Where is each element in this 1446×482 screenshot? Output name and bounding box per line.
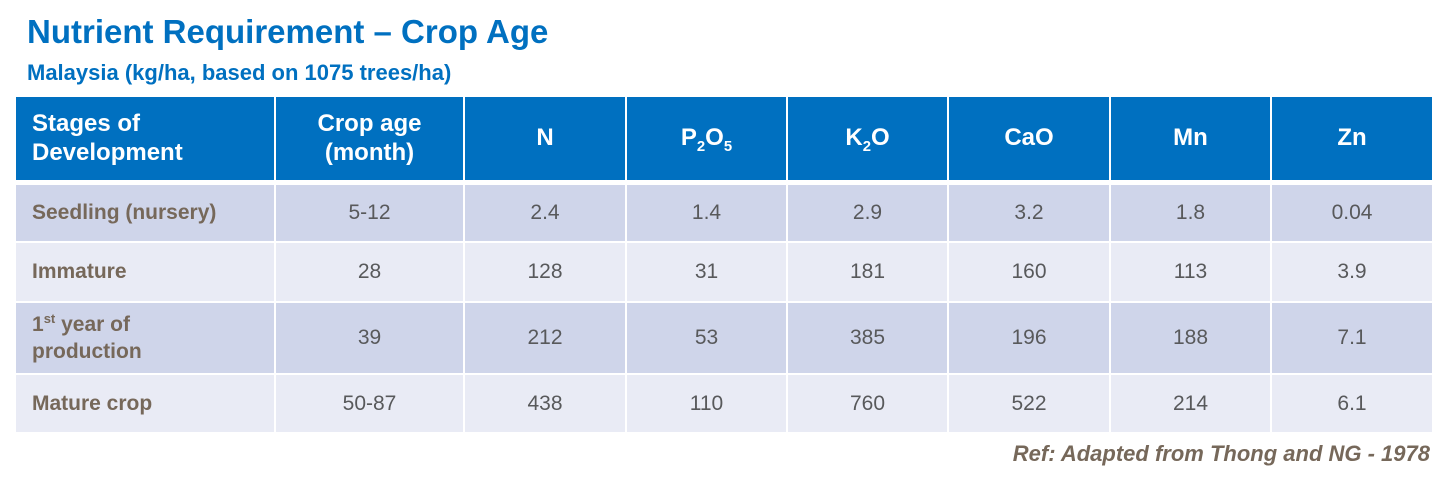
zn-cell: 7.1 bbox=[1271, 302, 1432, 375]
header-p2o5: P2O5 bbox=[626, 97, 788, 183]
zn-cell: 0.04 bbox=[1271, 182, 1432, 243]
page-subtitle: Malaysia (kg/ha, based on 1075 trees/ha) bbox=[27, 60, 452, 85]
cao-cell: 3.2 bbox=[948, 182, 1111, 243]
zn-cell: 6.1 bbox=[1271, 374, 1432, 434]
k2o-cell: 2.9 bbox=[787, 182, 949, 243]
stage-cell: Immature bbox=[16, 242, 276, 303]
p2o5-cell: 31 bbox=[626, 242, 788, 303]
n-cell: 2.4 bbox=[464, 182, 627, 243]
n-cell: 438 bbox=[464, 374, 627, 434]
header-n-label: N bbox=[536, 124, 554, 152]
header-stage-line2: Development bbox=[32, 138, 183, 166]
header-zn-label: Zn bbox=[1337, 124, 1367, 152]
page-title: Nutrient Requirement – Crop Age bbox=[27, 13, 549, 50]
cao-cell: 160 bbox=[948, 242, 1111, 303]
n-cell: 128 bbox=[464, 242, 627, 303]
crop-age-cell: 5-12 bbox=[275, 182, 465, 243]
header-mn-label: Mn bbox=[1173, 124, 1208, 152]
header-p-sub1: 2 bbox=[696, 138, 706, 155]
n-cell: 212 bbox=[464, 302, 627, 375]
stage-cell: Seedling (nursery) bbox=[16, 182, 276, 243]
header-k-tail: O bbox=[870, 124, 890, 152]
crop-age-cell: 28 bbox=[275, 242, 465, 303]
nutrient-table: Stages of Development Crop age (month) N… bbox=[16, 97, 1432, 434]
p2o5-cell: 53 bbox=[626, 302, 788, 375]
stage-cell: Mature crop bbox=[16, 374, 276, 434]
table-row: Mature crop 50-87 438 110 760 522 214 6.… bbox=[16, 374, 1432, 434]
mn-cell: 113 bbox=[1110, 242, 1272, 303]
cao-cell: 196 bbox=[948, 302, 1111, 375]
mn-cell: 214 bbox=[1110, 374, 1272, 434]
zn-cell: 3.9 bbox=[1271, 242, 1432, 303]
stage-cell: 1st year of production bbox=[16, 302, 276, 375]
header-k-sub: 2 bbox=[862, 138, 871, 155]
header-age-line2: (month) bbox=[324, 138, 415, 166]
header-stage: Stages of Development bbox=[16, 97, 276, 183]
stage-number: 1 bbox=[32, 312, 44, 336]
header-stage-line1: Stages of bbox=[32, 109, 141, 137]
header-k-base: K bbox=[845, 124, 863, 152]
stage-text-line2: production bbox=[32, 340, 142, 363]
header-age-line1: Crop age bbox=[317, 109, 422, 137]
k2o-cell: 181 bbox=[787, 242, 949, 303]
table-row: Immature 28 128 31 181 160 113 3.9 bbox=[16, 242, 1432, 303]
crop-age-cell: 50-87 bbox=[275, 374, 465, 434]
table-header-row: Stages of Development Crop age (month) N… bbox=[16, 97, 1432, 183]
header-p-base: P bbox=[680, 124, 697, 152]
mn-cell: 1.8 bbox=[1110, 182, 1272, 243]
k2o-cell: 385 bbox=[787, 302, 949, 375]
reference-note: Ref: Adapted from Thong and NG - 1978 bbox=[1012, 441, 1430, 466]
header-mn: Mn bbox=[1110, 97, 1272, 183]
header-cao-label: CaO bbox=[1004, 124, 1054, 152]
table-row: 1st year of production 39 212 53 385 196… bbox=[16, 302, 1432, 375]
cao-cell: 522 bbox=[948, 374, 1111, 434]
header-crop-age: Crop age (month) bbox=[275, 97, 465, 183]
stage-text: year of bbox=[55, 312, 130, 336]
stage-ordinal-suffix: st bbox=[43, 310, 56, 326]
header-cao: CaO bbox=[948, 97, 1111, 183]
header-zn: Zn bbox=[1271, 97, 1432, 183]
p2o5-cell: 1.4 bbox=[626, 182, 788, 243]
p2o5-cell: 110 bbox=[626, 374, 788, 434]
header-k2o: K2O bbox=[787, 97, 949, 183]
mn-cell: 188 bbox=[1110, 302, 1272, 375]
table-row: Seedling (nursery) 5-12 2.4 1.4 2.9 3.2 … bbox=[16, 182, 1432, 243]
header-p-mid: O bbox=[705, 124, 724, 152]
crop-age-cell: 39 bbox=[275, 302, 465, 375]
header-n: N bbox=[464, 97, 627, 183]
header-p-sub2: 5 bbox=[723, 138, 733, 155]
k2o-cell: 760 bbox=[787, 374, 949, 434]
